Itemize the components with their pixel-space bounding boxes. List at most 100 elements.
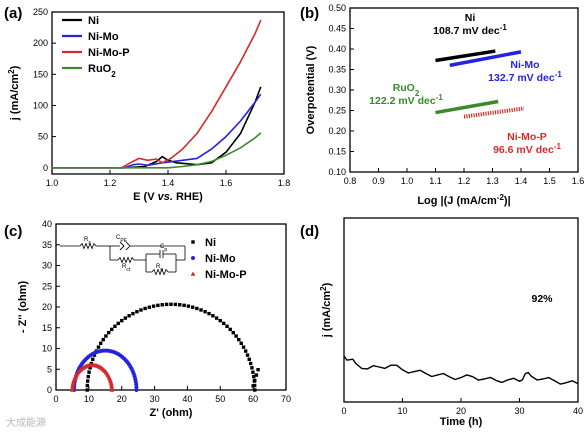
panel-d-xtick-label: 20 bbox=[456, 406, 466, 416]
panel-c-data-point bbox=[134, 388, 139, 392]
panel-b-tafel-line bbox=[435, 99, 499, 115]
panel-c-data-point bbox=[96, 345, 101, 349]
panel-c-xtick-label: 20 bbox=[117, 394, 127, 404]
panel-c-data-point bbox=[156, 303, 160, 308]
panel-b-xtick-label: 1.5 bbox=[543, 176, 556, 186]
panel-c-ytick-label: 40 bbox=[42, 219, 52, 229]
panel-c-data-point bbox=[237, 337, 241, 342]
panel-a-legend-label: Ni-Mo bbox=[88, 31, 119, 43]
panel-d-label: (d) bbox=[300, 223, 319, 240]
panel-c-data-point bbox=[252, 374, 256, 379]
panel-c-ylabel: - Z'' (ohm) bbox=[17, 281, 29, 334]
panel-c-ytick-label: 30 bbox=[42, 261, 52, 271]
circuit-label: Rp bbox=[156, 264, 163, 273]
panel-c-data-point bbox=[120, 318, 124, 323]
panel-c-data-point bbox=[143, 306, 147, 311]
panel-c-data-point bbox=[169, 302, 173, 306]
panel-c-data-point bbox=[108, 380, 114, 385]
panel-c-data-point bbox=[241, 345, 246, 349]
panel-c-data-point bbox=[228, 327, 232, 332]
panel-c-ytick-label: 5 bbox=[47, 364, 52, 374]
panel-c-data-point bbox=[256, 367, 260, 372]
panel-c-xtick-label: 70 bbox=[281, 394, 291, 404]
panel-c-data-point bbox=[182, 303, 186, 308]
panel-c-legend-marker bbox=[190, 271, 196, 276]
panel-b-ytick-label: 0.10 bbox=[328, 167, 346, 177]
panel-c-data-point bbox=[211, 314, 215, 318]
panel-b-tafel-line bbox=[463, 106, 525, 119]
circuit-cpe bbox=[125, 241, 131, 247]
panel-c-data-point bbox=[164, 302, 169, 307]
panel-c-xtick-label: 40 bbox=[182, 394, 192, 404]
panel-c-data-point bbox=[251, 384, 255, 388]
panel-a-ylabel: j (mA/cm2) bbox=[7, 65, 22, 121]
panel-c-ytick-label: 0 bbox=[47, 385, 52, 395]
panel-c-data-point bbox=[245, 353, 250, 357]
panel-c-ytick-label: 10 bbox=[42, 344, 52, 354]
panel-b-ytick-label: 0.40 bbox=[328, 44, 346, 54]
panel-c-data-point bbox=[110, 327, 114, 332]
panel-c-ytick-label: 15 bbox=[42, 323, 52, 333]
panel-d-xtick-label: 0 bbox=[341, 406, 346, 416]
panel-b-xtick-label: 1.0 bbox=[401, 176, 414, 186]
panel-c-circuit-inset bbox=[60, 241, 186, 276]
panel-c-data-point bbox=[89, 361, 94, 366]
panel-c-data-point bbox=[134, 385, 139, 390]
panel-c-data-point bbox=[239, 341, 243, 346]
panel-b-xtick-label: 1.4 bbox=[515, 176, 528, 186]
panel-b-ytick-label: 0.35 bbox=[328, 65, 346, 75]
watermark: 大成能源 bbox=[6, 418, 46, 429]
panel-c-ytick-label: 35 bbox=[42, 240, 52, 250]
panel-c-data-point bbox=[254, 373, 259, 377]
panel-a-label: (a) bbox=[4, 5, 22, 22]
panel-d-ylabel: j (mA/cm2) bbox=[319, 282, 334, 338]
panel-c-data-point bbox=[248, 361, 253, 366]
panel-c-data-point bbox=[186, 304, 191, 308]
panel-c-data-point bbox=[109, 382, 114, 387]
panel-c-data-point bbox=[251, 370, 255, 374]
panel-c-data-point bbox=[207, 311, 211, 316]
panel-d-xtick-label: 10 bbox=[397, 406, 407, 416]
panel-a-ytick-label: 0 bbox=[43, 163, 48, 173]
panel-c-data-point bbox=[127, 314, 131, 318]
panel-a-ytick-label: 150 bbox=[33, 69, 48, 79]
panel-c-data-point bbox=[195, 306, 199, 311]
panel-b-xtick-label: 1.2 bbox=[458, 176, 471, 186]
panel-b-xtick-label: 0.8 bbox=[344, 176, 357, 186]
panel-a-ytick-label: 200 bbox=[33, 38, 48, 48]
panel-b-series-name: Ni-Mo bbox=[510, 59, 539, 71]
panel-c-data-point bbox=[253, 378, 257, 383]
panel-c-data-point bbox=[214, 316, 219, 320]
circuit-resistor-rs bbox=[79, 242, 97, 250]
panel-c-xtick-label: 50 bbox=[215, 394, 225, 404]
panel-d-axes-frame bbox=[343, 217, 579, 403]
panel-c-data-point bbox=[199, 308, 203, 312]
circuit-label: CPE bbox=[116, 235, 128, 244]
panel-c-data-point bbox=[85, 379, 90, 383]
panel-c-data-point bbox=[113, 324, 117, 328]
panel-c-data-point bbox=[88, 366, 92, 370]
panel-b-xtick-label: 1.3 bbox=[486, 176, 499, 186]
panel-b-slope-label: 132.7 mV dec-1 bbox=[488, 70, 562, 85]
panel-c-data-point bbox=[222, 321, 226, 326]
panel-b-ylabel: Overpotential (V) bbox=[305, 45, 317, 134]
panel-c-data-point bbox=[87, 370, 91, 374]
panel-c-ytick-label: 20 bbox=[42, 302, 52, 312]
panel-c-data-point bbox=[203, 309, 207, 314]
panel-a-xtick-label: 1.0 bbox=[46, 178, 59, 188]
panel-d-xlabel: Time (h) bbox=[440, 416, 483, 428]
panel-c-data-point bbox=[151, 304, 156, 308]
panel-c-data-point bbox=[178, 303, 182, 307]
panel-b-tafel-line bbox=[449, 50, 522, 68]
panel-a-xtick-label: 1.6 bbox=[220, 178, 233, 188]
panel-b-label: (b) bbox=[300, 5, 319, 22]
panel-c-data-point bbox=[85, 388, 89, 392]
panel-a-legend-label: Ni bbox=[88, 15, 99, 27]
panel-c-data-point bbox=[243, 349, 248, 353]
panel-c-xtick-label: 60 bbox=[248, 394, 258, 404]
panel-b-xtick-label: 1.6 bbox=[572, 176, 584, 186]
panel-b-slope-label: 96.6 mV dec-1 bbox=[493, 142, 561, 157]
panel-c-legend-marker bbox=[191, 256, 195, 260]
panel-c-data-point bbox=[104, 334, 108, 338]
